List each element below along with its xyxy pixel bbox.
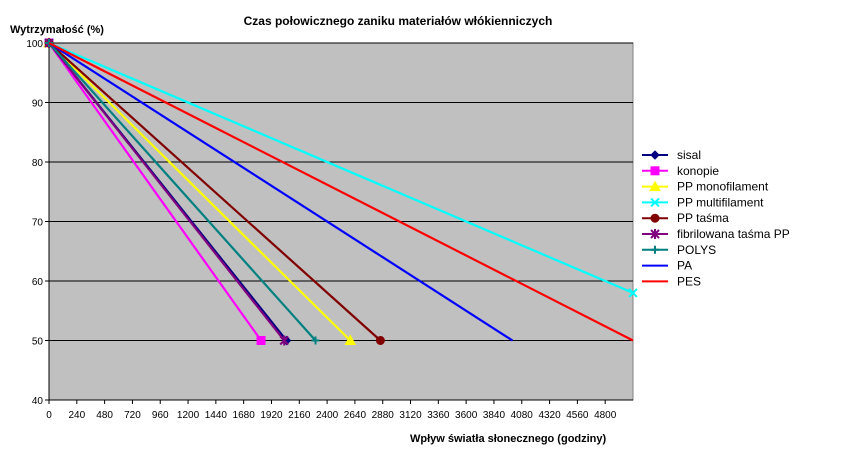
x-tick-label: 2400 <box>316 410 339 421</box>
x-tick-label: 1440 <box>205 410 228 421</box>
legend-marker <box>650 150 660 160</box>
data-point <box>256 336 266 345</box>
x-tick-label: 3360 <box>427 410 450 421</box>
x-tick-label: 1920 <box>260 410 283 421</box>
x-tick-label: 1680 <box>233 410 256 421</box>
y-axis-title: Wytrzymałość (%) <box>10 24 104 36</box>
x-tick-label: 3120 <box>399 410 422 421</box>
x-axis-title: Wpływ światła słonecznego (godziny) <box>410 433 607 445</box>
series-line <box>48 42 634 342</box>
legend-marker <box>650 229 660 239</box>
y-tick-label: 100 <box>26 39 43 50</box>
legend-label: PA <box>677 259 692 273</box>
y-tick-label: 40 <box>32 396 44 407</box>
x-tick-label: 4800 <box>594 410 617 421</box>
data-point <box>279 335 289 346</box>
series-line <box>48 42 317 342</box>
series-line <box>48 41 634 294</box>
x-tick-label: 720 <box>124 410 141 421</box>
legend-marker <box>650 213 660 223</box>
series-line <box>48 42 262 342</box>
y-tick-label: 80 <box>32 158 44 169</box>
x-tick-label: 2160 <box>288 410 311 421</box>
x-tick-label: 2640 <box>344 410 367 421</box>
x-tick-label: 240 <box>68 410 85 421</box>
data-point <box>311 336 320 345</box>
series-line <box>48 42 352 342</box>
legend-marker <box>650 197 660 208</box>
x-tick-label: 4560 <box>566 410 589 421</box>
y-tick-label: 50 <box>32 337 44 348</box>
legend-marker <box>649 180 661 192</box>
legend-label: PP monofilament <box>677 180 769 194</box>
data-point <box>628 288 638 298</box>
x-tick-label: 3600 <box>455 410 478 421</box>
legend-label: PP multifilament <box>677 195 764 209</box>
series-line <box>48 42 382 342</box>
legend-label: sisal <box>677 148 701 162</box>
series-line <box>48 42 514 342</box>
x-tick-label: 0 <box>46 410 52 421</box>
legend-marker <box>651 245 659 254</box>
x-tick-label: 3840 <box>483 410 506 421</box>
legend-label: fibrilowana taśma PP <box>677 227 790 241</box>
y-tick-label: 60 <box>32 277 44 288</box>
legend-label: PES <box>677 274 701 288</box>
x-tick-label: 4320 <box>538 410 561 421</box>
series-line <box>48 42 286 342</box>
legend-label: konopie <box>677 164 719 178</box>
x-tick-label: 480 <box>96 410 113 421</box>
chart-title: Czas połowicznego zaniku materiałów włók… <box>244 14 553 28</box>
y-tick-label: 90 <box>32 99 44 110</box>
x-tick-label: 960 <box>152 410 169 421</box>
legend-label: PP taśma <box>677 211 729 225</box>
data-point <box>344 334 357 345</box>
legend-label: POLYS <box>677 243 716 257</box>
x-tick-label: 4080 <box>511 410 534 421</box>
x-tick-label: 2880 <box>372 410 395 421</box>
legend-marker <box>650 166 660 176</box>
x-tick-label: 1200 <box>177 410 200 421</box>
data-point <box>375 336 385 345</box>
y-tick-label: 70 <box>32 218 44 229</box>
